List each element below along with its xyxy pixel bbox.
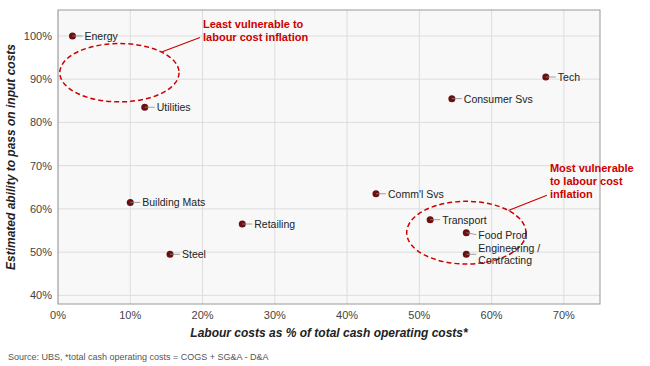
highlight-ellipse xyxy=(60,44,179,102)
y-tick-label: 90% xyxy=(30,73,52,85)
leader-line xyxy=(430,219,440,220)
point-label: Consumer Svs xyxy=(464,93,533,105)
text-line: Most vulnerable xyxy=(550,162,634,174)
y-tick-label: 70% xyxy=(30,160,52,172)
point-label: Retailing xyxy=(254,218,295,230)
point-label: Food Prod xyxy=(478,229,527,241)
x-tick-label: 30% xyxy=(264,309,286,321)
leader-line xyxy=(145,107,155,108)
grid-line xyxy=(58,35,600,36)
text-line: inflation xyxy=(550,188,593,200)
source-note: Source: UBS, *total cash operating costs… xyxy=(8,352,269,362)
text-line: Least vulnerable to xyxy=(203,18,304,30)
grid-line xyxy=(58,208,600,209)
leader-line xyxy=(130,202,140,203)
grid-line xyxy=(130,10,131,304)
grid-line xyxy=(563,10,564,304)
labels: Least vulnerable tolabour cost inflation… xyxy=(84,18,633,267)
x-tick-label: 50% xyxy=(408,309,430,321)
x-axis-label: Labour costs as % of total cash operatin… xyxy=(190,326,469,340)
leader-lines xyxy=(72,36,555,254)
grid-line xyxy=(58,295,600,296)
text-line: Contracting xyxy=(478,254,532,266)
y-tick-label: 40% xyxy=(30,289,52,301)
leader-line xyxy=(376,193,386,194)
x-tick-label: 0% xyxy=(50,309,66,321)
point-label: Building Mats xyxy=(142,196,205,208)
grid-line xyxy=(347,10,348,304)
grid-line xyxy=(274,10,275,304)
text-line: Comm'l Svs xyxy=(388,188,444,200)
y-tick-label: 50% xyxy=(30,246,52,258)
point-label: Steel xyxy=(182,248,206,260)
annotation: Least vulnerable tolabour cost inflation xyxy=(203,18,308,43)
text-line: Retailing xyxy=(254,218,295,230)
x-tick-label: 10% xyxy=(119,309,141,321)
y-tick-label: 80% xyxy=(30,116,52,128)
leader-line xyxy=(72,35,82,36)
text-line: Utilities xyxy=(157,101,191,113)
grid-line xyxy=(58,165,600,166)
point-label: Engineering /Contracting xyxy=(478,242,540,266)
point-label: Comm'l Svs xyxy=(388,188,444,200)
grid-line xyxy=(58,122,600,123)
grid-line xyxy=(419,10,420,304)
y-tick-label: 100% xyxy=(24,30,52,42)
text-line: Food Prod xyxy=(478,229,527,241)
text-line: Tech xyxy=(558,71,580,83)
text-line: Steel xyxy=(182,248,206,260)
text-line: Engineering / xyxy=(478,242,540,254)
plot-frame xyxy=(58,10,600,304)
point-label: Utilities xyxy=(157,101,191,113)
text-line: labour cost inflation xyxy=(203,31,308,43)
grid xyxy=(58,10,600,304)
leader-line xyxy=(466,233,476,235)
x-tick-label: 20% xyxy=(192,309,214,321)
x-tick-label: 40% xyxy=(336,309,358,321)
chart: 0% 10% 20% 30% 40% 50% 60% 70% 40% 50% 60% 70% 80% 90… xyxy=(0,0,650,366)
annotation: Most vulnerableto labour costinflation xyxy=(550,162,634,200)
annotation-line xyxy=(508,195,546,210)
point-label: Energy xyxy=(84,30,118,42)
text-line: Building Mats xyxy=(142,196,205,208)
text-line: to labour cost xyxy=(550,175,623,187)
x-tick-label: 60% xyxy=(481,309,503,321)
text-line: Consumer Svs xyxy=(464,93,533,105)
point-label: Tech xyxy=(558,71,580,83)
leader-line xyxy=(452,98,462,99)
plot-area xyxy=(58,10,600,304)
leader-line xyxy=(546,77,556,78)
annotation-line xyxy=(162,38,200,53)
text-line: Transport xyxy=(442,214,487,226)
grid-line xyxy=(58,79,600,80)
leader-line xyxy=(466,254,476,255)
y-axis-label: Estimated ability to pass on input costs xyxy=(4,44,18,270)
y-tick-label: 60% xyxy=(30,203,52,215)
text-line: Energy xyxy=(84,30,118,42)
x-tick-label: 70% xyxy=(553,309,575,321)
leader-line xyxy=(242,224,252,225)
marks xyxy=(60,32,549,264)
point-label: Transport xyxy=(442,214,487,226)
leader-line xyxy=(170,254,180,255)
